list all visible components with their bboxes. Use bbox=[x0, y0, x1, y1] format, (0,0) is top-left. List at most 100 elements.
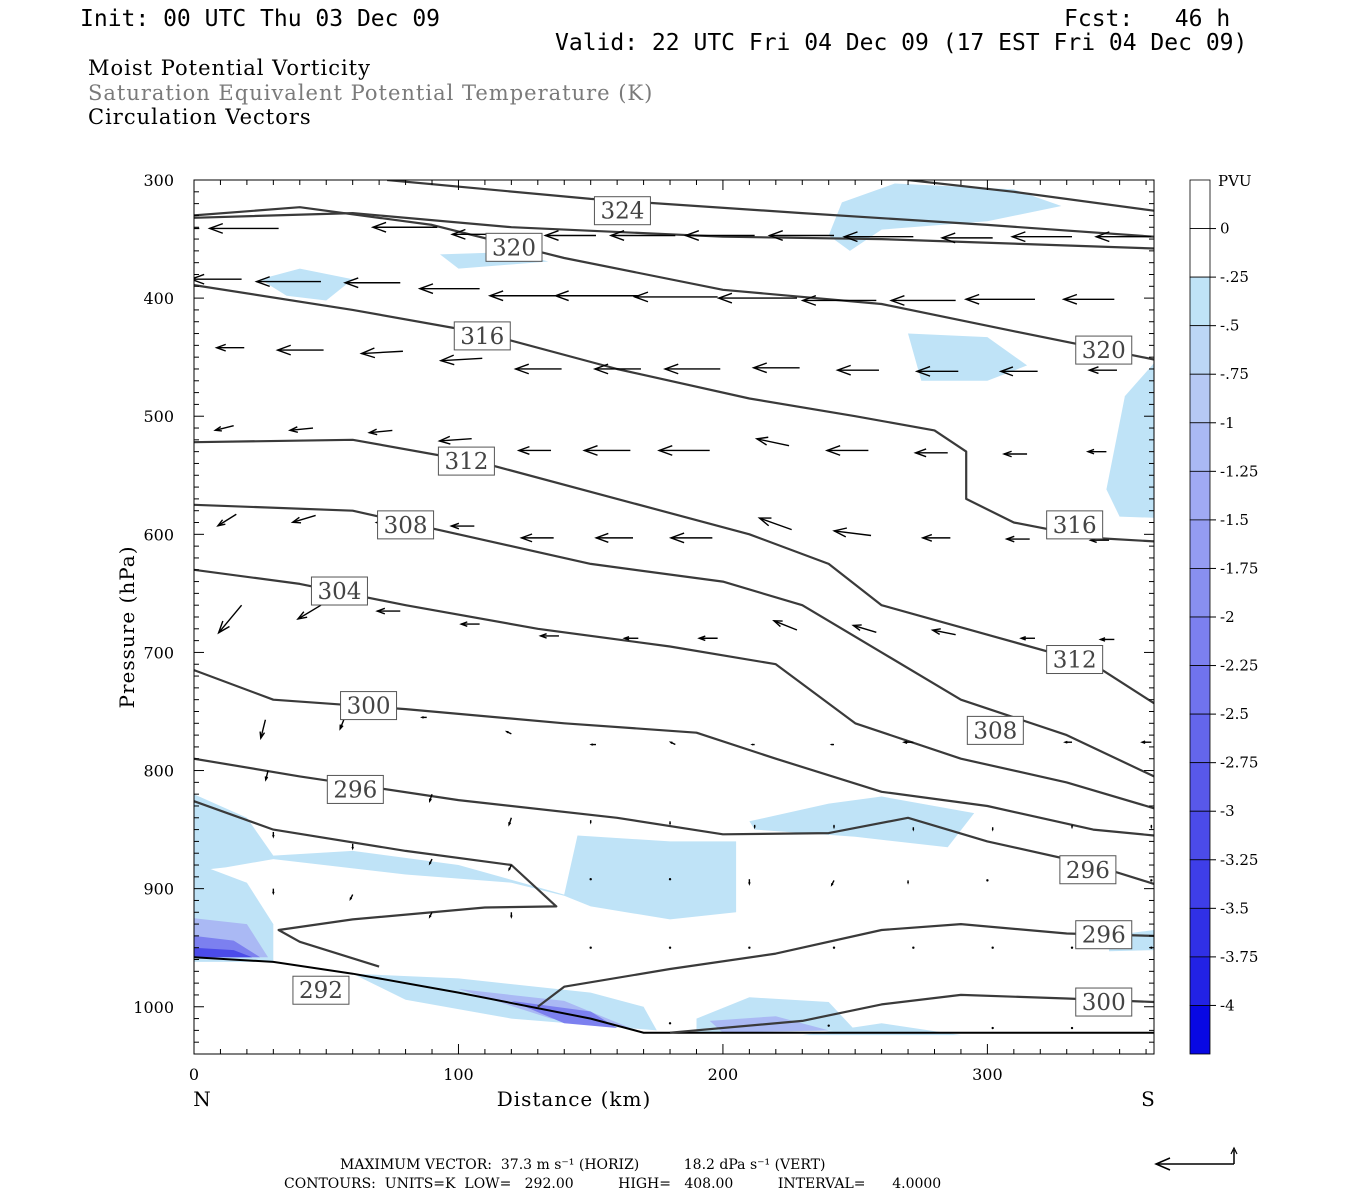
circulation-vector bbox=[991, 946, 994, 949]
circulation-vector bbox=[991, 1026, 994, 1030]
contour-label: 316 bbox=[453, 321, 511, 351]
circulation-vector bbox=[832, 946, 836, 949]
svg-text:316: 316 bbox=[1053, 513, 1097, 539]
contour-label: 320 bbox=[1075, 335, 1133, 365]
circulation-vector bbox=[487, 290, 559, 302]
theta-e-contour-304 bbox=[194, 568, 1154, 810]
circulation-vector bbox=[1002, 450, 1028, 458]
circulation-vector bbox=[349, 894, 354, 901]
y-tick-label: 600 bbox=[143, 525, 174, 544]
circulation-vector bbox=[207, 222, 279, 234]
circulation-vector bbox=[608, 230, 676, 241]
pv-region bbox=[908, 333, 1028, 381]
circulation-vector bbox=[902, 740, 914, 744]
circulation-vector bbox=[428, 911, 433, 919]
colorbar-label: -2.5 bbox=[1220, 705, 1249, 723]
circulation-vector bbox=[912, 946, 915, 949]
circulation-vector bbox=[668, 946, 672, 949]
theta-e-contour-316 bbox=[194, 284, 1154, 543]
contour-label: 296 bbox=[1059, 855, 1117, 885]
circulation-vector bbox=[437, 435, 472, 445]
circulation-vector bbox=[516, 445, 552, 455]
circulation-vector bbox=[832, 527, 872, 538]
colorbar-swatch bbox=[1189, 907, 1211, 958]
pv-region bbox=[828, 183, 1062, 251]
contour-labels: 324 320 316 320 312 308 316 304 312 300 308 296 296 2… bbox=[292, 196, 1133, 1017]
circulation-vector bbox=[1019, 635, 1035, 641]
circulation-vector bbox=[543, 230, 596, 241]
circulation-vector bbox=[592, 363, 641, 375]
reference-vector-icon bbox=[1154, 1146, 1238, 1171]
pv-region bbox=[1106, 363, 1154, 518]
contour-label: 312 bbox=[437, 446, 495, 476]
colorbar-label: -3.5 bbox=[1220, 899, 1249, 917]
circulation-vector bbox=[668, 878, 672, 881]
svg-text:320: 320 bbox=[492, 235, 536, 261]
circulation-vector bbox=[375, 607, 401, 615]
field-title-theta: Saturation Equivalent Potential Temperat… bbox=[88, 81, 654, 105]
circulation-vector bbox=[194, 273, 242, 285]
theta-e-contour-324 bbox=[907, 180, 1154, 212]
circulation-vector bbox=[296, 604, 322, 621]
circulation-vector bbox=[750, 743, 755, 746]
circulation-vector bbox=[986, 879, 989, 882]
colorbar-swatch bbox=[1189, 276, 1211, 327]
y-tick-label: 700 bbox=[143, 643, 174, 662]
circulation-vector bbox=[553, 290, 639, 302]
svg-text:316: 316 bbox=[460, 324, 504, 350]
circulation-vector bbox=[842, 231, 914, 243]
circulation-vector bbox=[1150, 879, 1153, 882]
circulation-vector bbox=[1094, 231, 1152, 243]
circulation-vector bbox=[1150, 824, 1153, 830]
circulation-vector bbox=[757, 517, 792, 531]
circulation-vector bbox=[991, 827, 994, 832]
y-tick-label: 1000 bbox=[133, 998, 174, 1017]
x-tick-label: 100 bbox=[443, 1065, 474, 1084]
circulation-vector bbox=[1061, 293, 1115, 305]
colorbar-swatch bbox=[1189, 179, 1211, 229]
colorbar-label: -1 bbox=[1220, 414, 1235, 432]
contour-label: 312 bbox=[1046, 645, 1104, 675]
colorbar-label: -.5 bbox=[1220, 317, 1239, 335]
svg-text:300: 300 bbox=[1082, 990, 1126, 1016]
colorbar-label: -4 bbox=[1220, 996, 1235, 1014]
colorbar-swatch bbox=[1189, 810, 1211, 861]
contour-label: 308 bbox=[966, 715, 1024, 745]
svg-text:312: 312 bbox=[1053, 648, 1097, 674]
circulation-vector bbox=[594, 532, 634, 543]
contour-label: 304 bbox=[310, 576, 368, 606]
circulation-vector bbox=[940, 232, 993, 244]
svg-text:312: 312 bbox=[444, 449, 488, 475]
circulation-vector bbox=[264, 770, 269, 782]
circulation-vector bbox=[1087, 366, 1117, 375]
circulation-vector bbox=[428, 858, 433, 866]
circulation-vector bbox=[920, 533, 951, 542]
circulation-vector bbox=[1063, 740, 1073, 744]
circulation-vector bbox=[748, 879, 751, 886]
forecast-hour: Fcst: 46 h bbox=[1064, 6, 1231, 32]
circulation-vector bbox=[998, 366, 1038, 377]
circulation-vector bbox=[663, 363, 721, 375]
circulation-vector bbox=[275, 344, 324, 356]
circulation-vector bbox=[343, 277, 401, 289]
x-tick-label: 300 bbox=[972, 1065, 1003, 1084]
contour-label: 316 bbox=[1046, 510, 1104, 540]
contour-label: 300 bbox=[1075, 987, 1133, 1017]
circulation-vector bbox=[217, 604, 243, 635]
circulation-vector bbox=[833, 824, 835, 830]
colorbar-label: -1.5 bbox=[1220, 511, 1249, 529]
circulation-vector bbox=[582, 445, 631, 456]
svg-text:296: 296 bbox=[333, 777, 377, 803]
colorbar-label: -3.25 bbox=[1220, 851, 1258, 869]
theta-e-contour-324 bbox=[386, 180, 1154, 238]
plot-frame bbox=[193, 179, 1155, 1055]
colorbar-label: -1.75 bbox=[1220, 559, 1258, 577]
colorbar-label: -.25 bbox=[1220, 268, 1249, 286]
colorbar-units: PVU bbox=[1218, 172, 1252, 190]
pv-region bbox=[194, 794, 737, 920]
max-vector-info: MAXIMUM VECTOR: 37.3 m s⁻¹ (HORIZ) 18.2 … bbox=[340, 1157, 826, 1173]
circulation-vector bbox=[851, 624, 877, 634]
theta-e-contour-296 bbox=[537, 922, 1154, 1008]
circulation-vector bbox=[351, 843, 354, 851]
